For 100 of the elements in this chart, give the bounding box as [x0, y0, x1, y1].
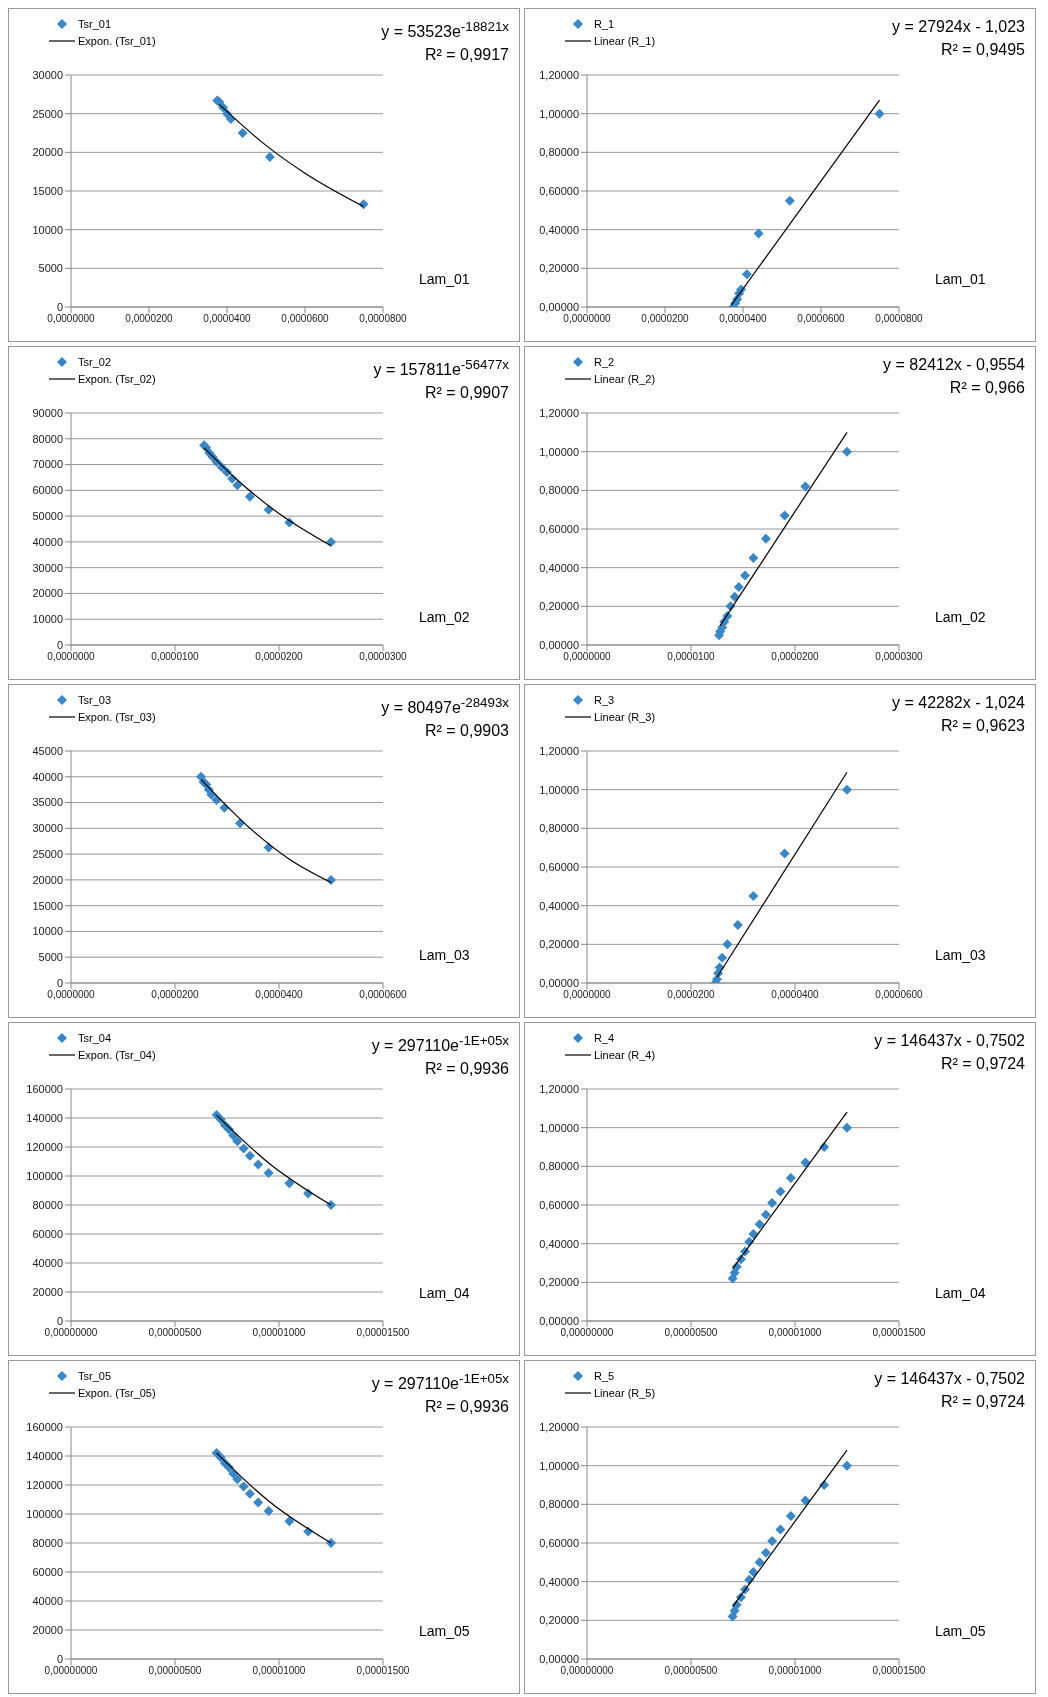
x-tick-label: 0,0000000 — [47, 313, 96, 325]
x-tick-label: 0,0000200 — [125, 313, 174, 325]
y-tick-label: 1,00000 — [539, 1459, 579, 1472]
point — [785, 1510, 796, 1521]
point — [717, 952, 728, 963]
point — [732, 920, 743, 930]
text: y = 80497e$^{-28493x}$ — [381, 694, 509, 719]
y-tick-label: 15000 — [32, 184, 63, 197]
y-tick-label: 1,20000 — [539, 1420, 579, 1433]
x-axis-title: Lam_03 — [419, 947, 470, 963]
x-tick-label: 0,0000400 — [255, 989, 304, 1001]
x-tick-label: 0,0000600 — [797, 313, 846, 325]
x-tick-label: 0,00000500 — [664, 1665, 718, 1677]
legend-label: R_4 — [594, 1031, 615, 1044]
x-tick-label: 0,00001500 — [356, 1665, 410, 1677]
legend-label: Expon. (Tsr_01) — [78, 34, 156, 47]
y-tick-label: 0,40000 — [539, 1575, 579, 1588]
y-tick-label: 45000 — [32, 744, 63, 757]
x-tick-label: 0,00000500 — [664, 1327, 718, 1339]
y-tick-label: 40000 — [32, 1256, 63, 1269]
y-tick-label: 20000 — [32, 873, 63, 886]
point — [740, 570, 751, 581]
point — [760, 1547, 771, 1558]
y-tick-label: 140000 — [26, 1111, 63, 1124]
legend-label: Tsr_02 — [78, 355, 112, 368]
y-tick-label: 0,60000 — [539, 860, 579, 873]
y-tick-label: 0,20000 — [539, 600, 579, 613]
point — [244, 1488, 255, 1499]
point — [779, 848, 790, 859]
text: R² = 0,9936 — [423, 1059, 509, 1080]
x-tick-label: 0,0000200 — [151, 989, 200, 1001]
y-tick-label: 80000 — [32, 1198, 63, 1211]
legend-label: R_1 — [594, 17, 615, 30]
x-axis-title: Lam_04 — [935, 1285, 986, 1301]
point — [775, 1186, 786, 1197]
y-tick-label: 10000 — [32, 223, 63, 236]
y-tick-label: 1,00000 — [539, 783, 579, 796]
legend-label: Tsr_05 — [78, 1369, 112, 1382]
point — [800, 1495, 811, 1506]
point — [238, 1481, 249, 1492]
x-tick-label: 0,0000000 — [563, 313, 612, 325]
text: R² = 0,9623 — [939, 716, 1025, 736]
x-tick-label: 0,00000500 — [148, 1327, 202, 1339]
x-axis-title: Lam_04 — [419, 1285, 470, 1301]
y-tick-label: 30000 — [32, 68, 63, 81]
y-tick-label: 60000 — [32, 1227, 63, 1240]
point — [733, 582, 744, 592]
point — [800, 1157, 811, 1168]
point — [263, 1168, 274, 1179]
y-tick-label: 20000 — [32, 1623, 63, 1636]
y-tick-label: 160000 — [26, 1082, 63, 1095]
text: R² = 0,9903 — [423, 721, 509, 742]
x-tick-label: 0,00001000 — [252, 1327, 306, 1339]
y-tick-label: 0,00000 — [539, 300, 579, 313]
point — [263, 1506, 274, 1517]
y-tick-label: 25000 — [32, 107, 63, 120]
y-tick-label: 20000 — [32, 146, 63, 159]
point — [785, 1172, 796, 1183]
x-tick-label: 0,0000300 — [359, 651, 408, 663]
text: R² = 0,9724 — [939, 1392, 1025, 1412]
text: y = 297110e$^{-1E+05x}$ — [371, 1370, 509, 1395]
x-axis-title: Lam_01 — [419, 271, 470, 287]
point — [326, 1538, 336, 1548]
point — [775, 1524, 786, 1535]
x-tick-label: 0,0000400 — [771, 989, 820, 1001]
y-tick-label: 0,80000 — [539, 822, 579, 835]
x-tick-label: 0,0000000 — [47, 651, 96, 663]
y-tick-label: 0 — [56, 638, 63, 651]
x-tick-label: 0,00001500 — [872, 1665, 926, 1677]
x-tick-label: 0,00000500 — [148, 1665, 202, 1677]
point — [842, 1122, 852, 1133]
legend-label: Linear (R_2) — [594, 372, 656, 385]
point — [228, 1468, 239, 1479]
y-tick-label: 0,00000 — [539, 638, 579, 651]
point — [253, 1159, 264, 1170]
y-tick-label: 0,60000 — [539, 184, 579, 197]
x-tick-label: 0,0000800 — [875, 313, 924, 325]
point — [244, 1150, 255, 1161]
text: R² = 0,9724 — [939, 1054, 1025, 1074]
legend-label: R_3 — [594, 693, 615, 706]
legend-label: R_5 — [594, 1369, 615, 1382]
y-tick-label: 0,40000 — [539, 1237, 579, 1250]
y-tick-label: 5000 — [38, 951, 63, 964]
y-tick-label: 1,20000 — [539, 68, 579, 81]
point — [874, 108, 885, 119]
y-tick-label: 0,20000 — [539, 1276, 579, 1289]
y-tick-label: 0 — [56, 300, 63, 313]
text: R² = 0,9907 — [423, 383, 509, 404]
point — [753, 228, 764, 239]
x-tick-label: 0,00001000 — [768, 1665, 822, 1677]
legend-label: Expon. (Tsr_03) — [78, 710, 156, 723]
y-tick-label: 10000 — [32, 925, 63, 938]
point — [228, 1130, 239, 1141]
x-tick-label: 0,00001000 — [252, 1665, 306, 1677]
text: R² = 0,9917 — [423, 45, 509, 66]
point — [842, 784, 852, 795]
x-axis-title: Lam_03 — [935, 947, 986, 963]
y-tick-label: 60000 — [32, 1565, 63, 1578]
y-tick-label: 20000 — [32, 1285, 63, 1298]
y-tick-label: 40000 — [32, 535, 63, 548]
